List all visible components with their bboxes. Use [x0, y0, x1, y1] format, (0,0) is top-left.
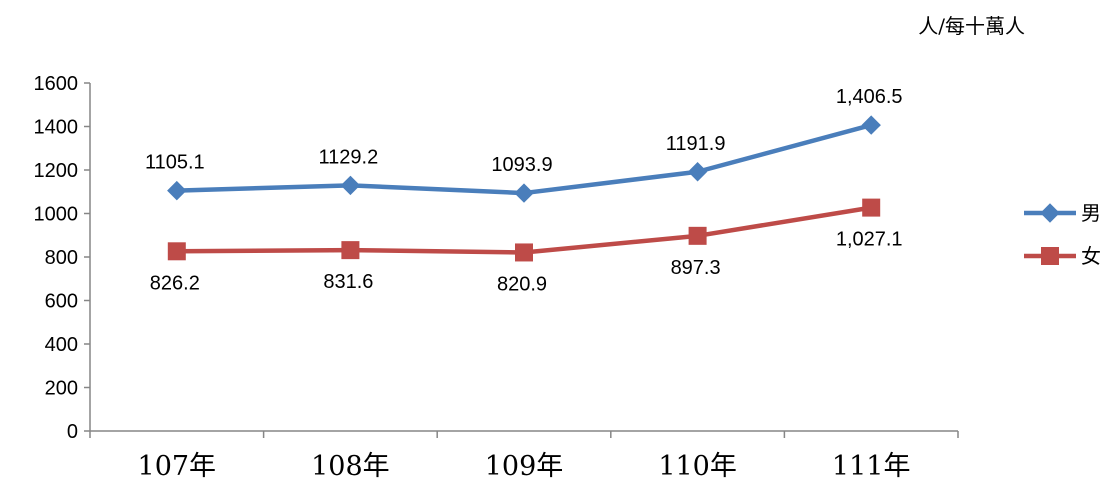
- data-point-marker: [514, 183, 534, 203]
- data-point-marker: [167, 242, 186, 261]
- series-layer: 1105.1 1129.2 1093.9 1191.9 1,406.5 826.2 831.…: [145, 86, 903, 295]
- series-2: 826.2 831.6 820.9 897.3 1,027.1: [150, 198, 903, 295]
- y-tick-label: 800: [45, 247, 78, 269]
- data-point-marker: [688, 226, 707, 245]
- data-point-marker: [862, 198, 881, 217]
- data-label: 1105.1: [145, 152, 205, 174]
- x-tick-label: 110年: [658, 451, 737, 481]
- legend-item-2: 女: [1024, 244, 1101, 268]
- data-point-marker: [341, 241, 360, 260]
- y-tick-label: 1200: [34, 160, 79, 182]
- x-tick-label: 109年: [485, 451, 564, 481]
- y-tick-label: 0: [67, 421, 78, 443]
- unit-label: 人/每十萬人: [918, 14, 1025, 38]
- data-point-marker: [1040, 203, 1060, 223]
- y-tick-label: 1400: [34, 117, 79, 139]
- data-point-marker: [515, 243, 533, 262]
- data-point-marker: [167, 180, 187, 201]
- data-point-marker: [340, 175, 361, 196]
- x-tick-label: 111年: [832, 451, 911, 481]
- data-label: 826.2: [150, 272, 200, 294]
- data-label: 1191.9: [666, 133, 726, 155]
- data-point-marker: [687, 162, 708, 182]
- data-point-marker: [861, 115, 881, 135]
- legend-item-1: 男: [1024, 201, 1101, 225]
- y-axis-ticks: 0 200 400 600 800 1000 1200 1400 1600: [34, 73, 90, 443]
- data-label: 1129.2: [319, 146, 379, 168]
- legend-label: 男: [1081, 201, 1101, 225]
- x-tick-label: 107年: [138, 451, 217, 481]
- legend-label: 女: [1081, 244, 1101, 268]
- y-tick-label: 400: [45, 334, 78, 356]
- y-tick-label: 600: [45, 291, 78, 313]
- data-label: 820.9: [497, 273, 547, 295]
- series-1: 1105.1 1129.2 1093.9 1191.9 1,406.5: [145, 86, 903, 203]
- data-label: 831.6: [323, 271, 373, 293]
- data-label: 1,027.1: [836, 229, 903, 251]
- x-tick-label: 108年: [311, 451, 390, 481]
- legend: 男女: [1024, 201, 1101, 268]
- data-label: 897.3: [671, 257, 721, 279]
- y-tick-label: 1000: [34, 204, 79, 226]
- y-tick-label: 200: [45, 378, 78, 400]
- x-axis-ticks: 107年 108年 109年 110年 111年: [89, 431, 959, 481]
- data-label: 1093.9: [491, 154, 552, 176]
- data-point-marker: [1041, 247, 1059, 265]
- data-label: 1,406.5: [836, 86, 903, 108]
- y-tick-label: 1600: [34, 73, 79, 95]
